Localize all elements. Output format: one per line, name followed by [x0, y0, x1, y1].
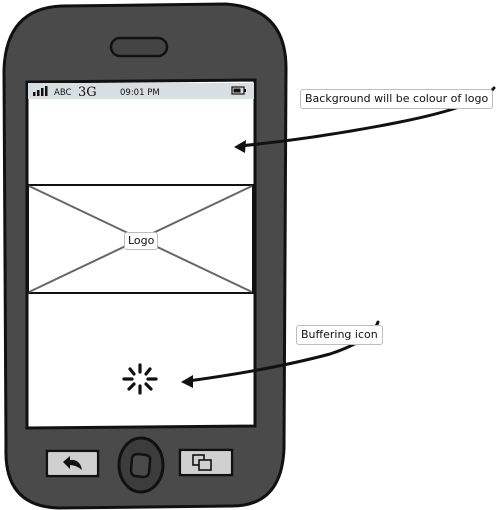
- status-bar: [28, 83, 254, 99]
- home-button-icon: [129, 452, 152, 479]
- earpiece: [109, 36, 169, 58]
- buffering-spinner-icon: [122, 363, 158, 395]
- multi-window-icon: [192, 454, 212, 471]
- back-arrow-icon: [63, 456, 82, 470]
- logo-label: Logo: [124, 232, 159, 250]
- home-button[interactable]: [117, 436, 165, 494]
- battery-icon: [231, 86, 246, 95]
- signal-icon: [33, 86, 48, 96]
- buffering-note: Buffering icon: [296, 325, 383, 345]
- status-time: 09:01 PM: [120, 88, 160, 98]
- status-carrier: ABC: [54, 88, 71, 98]
- status-network: 3G: [78, 85, 97, 100]
- background-note: Background will be colour of logo: [300, 89, 494, 109]
- windows-button[interactable]: [178, 448, 234, 477]
- back-button[interactable]: [45, 449, 100, 478]
